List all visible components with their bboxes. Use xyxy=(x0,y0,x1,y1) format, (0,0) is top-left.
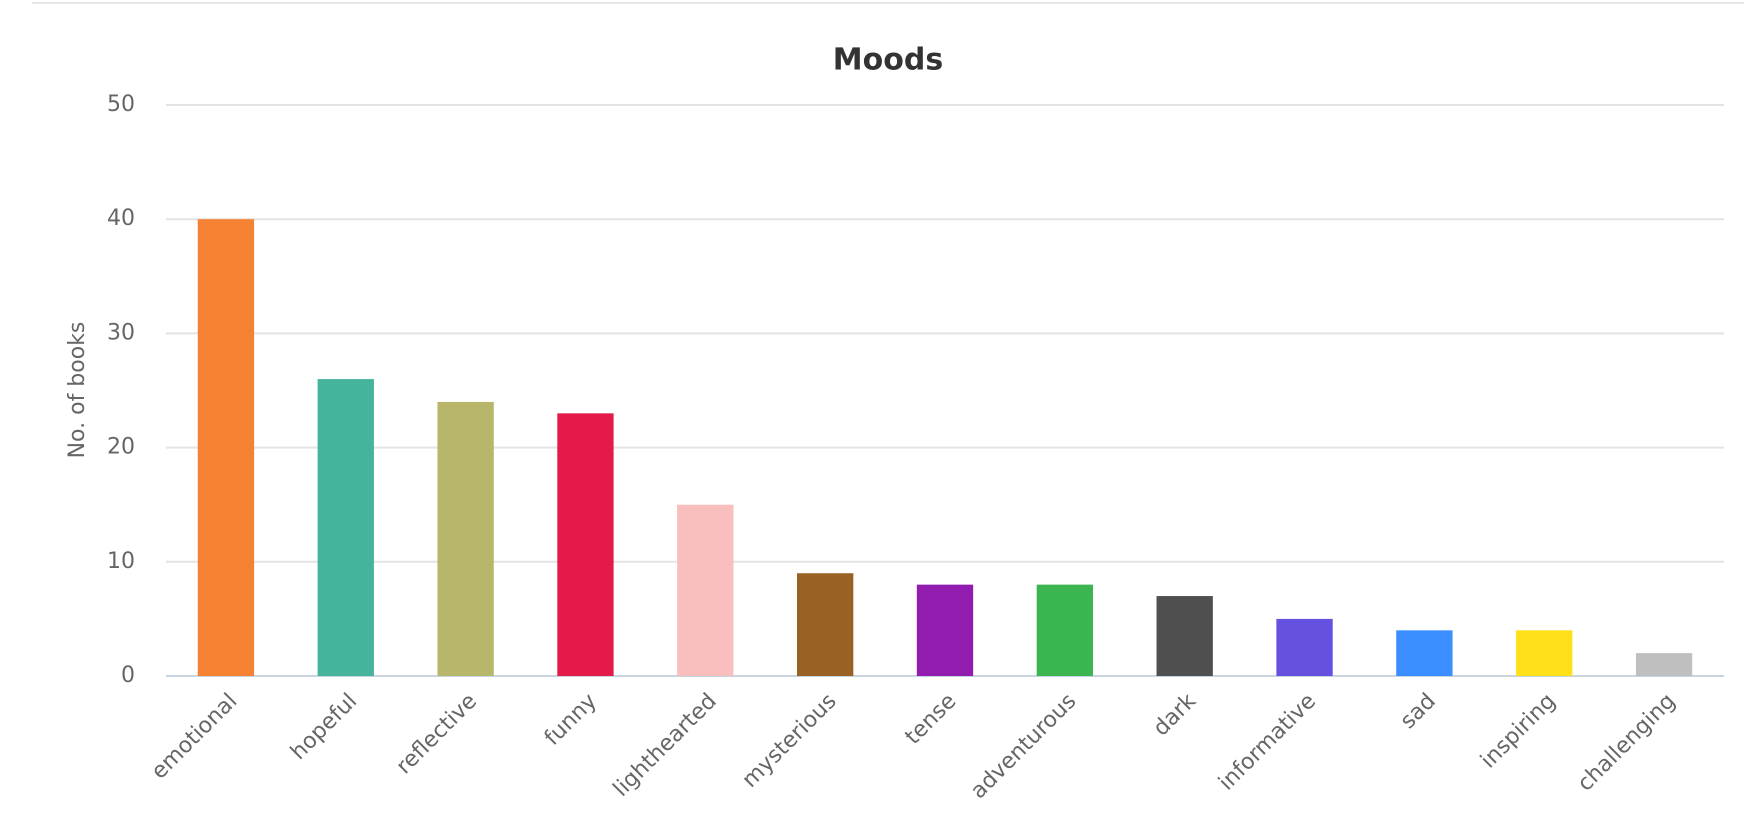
x-tick-label: inspiring xyxy=(1476,689,1561,774)
y-tick-label: 20 xyxy=(107,435,135,460)
y-tick-label: 40 xyxy=(107,206,135,231)
chart-title: Moods xyxy=(833,43,943,78)
y-tick-label: 10 xyxy=(107,549,135,574)
bar xyxy=(1036,584,1094,676)
y-axis-label: No. of books xyxy=(65,322,90,459)
bar xyxy=(197,219,255,676)
x-tick-label: dark xyxy=(1149,689,1202,742)
bar xyxy=(1396,630,1453,676)
x-tick-label: tense xyxy=(901,689,962,750)
bar xyxy=(1635,653,1693,676)
x-tick-label: sad xyxy=(1396,689,1441,734)
y-tick-label: 0 xyxy=(121,663,135,688)
x-tick-label: informative xyxy=(1214,689,1321,796)
y-tick-label: 30 xyxy=(107,320,135,345)
bar xyxy=(1516,630,1573,676)
bar xyxy=(796,573,854,676)
bar xyxy=(437,401,494,676)
bar xyxy=(1156,596,1213,676)
x-tick-label: adventurous xyxy=(966,689,1081,804)
x-tick-label: hopeful xyxy=(286,689,362,765)
bar xyxy=(1276,618,1333,676)
bar xyxy=(317,379,374,676)
x-tick-label: reflective xyxy=(392,689,482,779)
bar xyxy=(557,413,614,676)
x-tick-label: challenging xyxy=(1573,689,1681,797)
x-tick-label: lighthearted xyxy=(609,689,722,802)
bar xyxy=(677,504,734,676)
x-tick-label: funny xyxy=(540,689,602,751)
bar xyxy=(916,584,974,676)
y-tick-label: 50 xyxy=(107,92,135,117)
x-tick-label: emotional xyxy=(147,689,243,785)
x-tick-label: mysterious xyxy=(738,689,842,793)
